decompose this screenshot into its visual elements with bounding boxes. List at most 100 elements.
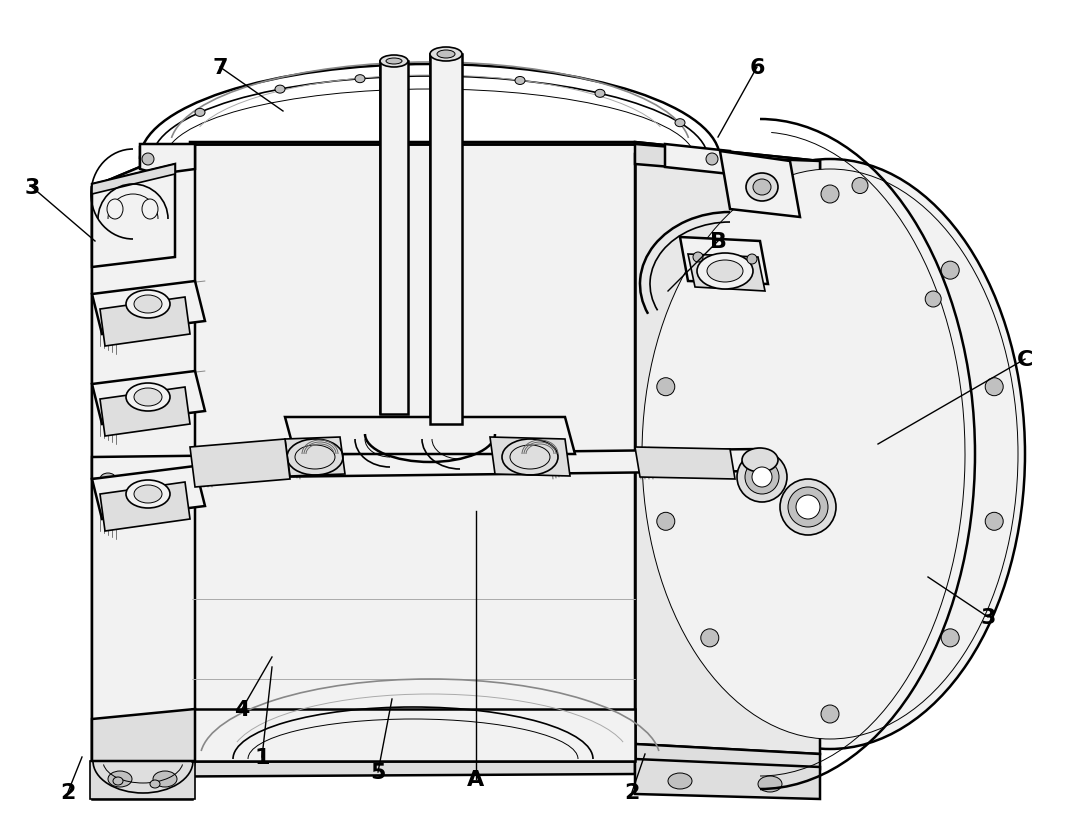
Polygon shape (665, 145, 730, 175)
Polygon shape (680, 237, 768, 285)
Polygon shape (635, 143, 820, 175)
Ellipse shape (821, 186, 839, 204)
Ellipse shape (430, 48, 462, 62)
Text: 6: 6 (749, 58, 765, 78)
Polygon shape (635, 744, 820, 769)
Ellipse shape (142, 200, 157, 220)
Ellipse shape (134, 486, 162, 503)
Polygon shape (635, 145, 720, 171)
Ellipse shape (355, 75, 365, 84)
Ellipse shape (788, 487, 828, 528)
Ellipse shape (100, 293, 116, 306)
Ellipse shape (515, 78, 525, 85)
Text: C: C (1016, 349, 1033, 370)
Polygon shape (92, 709, 195, 761)
Text: 3: 3 (981, 607, 996, 627)
Ellipse shape (134, 296, 162, 314)
Ellipse shape (737, 452, 787, 502)
Polygon shape (635, 759, 820, 799)
Ellipse shape (126, 384, 171, 411)
Polygon shape (490, 437, 570, 477)
Ellipse shape (853, 178, 868, 194)
Ellipse shape (595, 90, 605, 98)
Polygon shape (92, 761, 192, 799)
Ellipse shape (153, 771, 177, 787)
Polygon shape (430, 55, 462, 425)
Polygon shape (140, 145, 192, 168)
Ellipse shape (985, 378, 1003, 396)
Polygon shape (100, 482, 190, 532)
Text: 2: 2 (61, 782, 76, 802)
Text: 5: 5 (370, 762, 386, 782)
Polygon shape (92, 450, 760, 479)
Ellipse shape (796, 496, 820, 519)
Ellipse shape (100, 473, 116, 486)
Ellipse shape (925, 292, 942, 308)
Ellipse shape (126, 481, 171, 508)
Ellipse shape (100, 384, 116, 395)
Ellipse shape (985, 512, 1003, 531)
Ellipse shape (275, 86, 285, 94)
Polygon shape (380, 62, 408, 415)
Ellipse shape (380, 56, 408, 68)
Ellipse shape (668, 773, 692, 789)
Ellipse shape (113, 777, 123, 785)
Ellipse shape (675, 120, 685, 128)
Polygon shape (635, 155, 820, 754)
Ellipse shape (142, 154, 154, 166)
Polygon shape (285, 437, 345, 477)
Polygon shape (92, 371, 205, 425)
Ellipse shape (150, 780, 160, 788)
Polygon shape (92, 466, 205, 519)
Ellipse shape (642, 170, 1018, 739)
Text: 2: 2 (624, 782, 640, 802)
Text: B: B (709, 232, 727, 252)
Polygon shape (92, 165, 175, 268)
Polygon shape (192, 709, 635, 761)
Ellipse shape (435, 73, 445, 81)
Polygon shape (140, 145, 195, 175)
Ellipse shape (752, 467, 772, 487)
Polygon shape (92, 145, 195, 761)
Ellipse shape (386, 59, 402, 65)
Polygon shape (100, 298, 190, 347)
Ellipse shape (693, 252, 703, 263)
Ellipse shape (742, 448, 778, 472)
Ellipse shape (195, 110, 205, 117)
Ellipse shape (780, 479, 836, 535)
Polygon shape (192, 145, 635, 759)
Text: 1: 1 (254, 747, 269, 767)
Ellipse shape (942, 262, 959, 280)
Ellipse shape (700, 262, 719, 280)
Polygon shape (190, 440, 290, 487)
Ellipse shape (657, 378, 674, 396)
Polygon shape (285, 417, 574, 455)
Text: 3: 3 (24, 178, 40, 198)
Polygon shape (100, 388, 190, 436)
Polygon shape (190, 143, 820, 162)
Polygon shape (90, 754, 195, 799)
Ellipse shape (758, 776, 782, 792)
Ellipse shape (134, 389, 162, 406)
Ellipse shape (745, 461, 779, 494)
Ellipse shape (746, 174, 778, 201)
Ellipse shape (657, 512, 674, 531)
Polygon shape (92, 165, 175, 195)
Ellipse shape (707, 261, 743, 283)
Ellipse shape (108, 771, 132, 787)
Polygon shape (720, 152, 800, 217)
Ellipse shape (100, 224, 116, 236)
Ellipse shape (126, 291, 171, 319)
Ellipse shape (747, 255, 757, 265)
Polygon shape (689, 255, 765, 292)
Ellipse shape (706, 154, 718, 166)
Ellipse shape (753, 180, 771, 196)
Polygon shape (92, 759, 635, 777)
Text: 7: 7 (212, 58, 228, 78)
Polygon shape (92, 145, 195, 761)
Ellipse shape (700, 630, 719, 647)
Ellipse shape (108, 200, 123, 220)
Polygon shape (190, 155, 635, 167)
Polygon shape (635, 447, 735, 479)
Ellipse shape (437, 51, 455, 59)
